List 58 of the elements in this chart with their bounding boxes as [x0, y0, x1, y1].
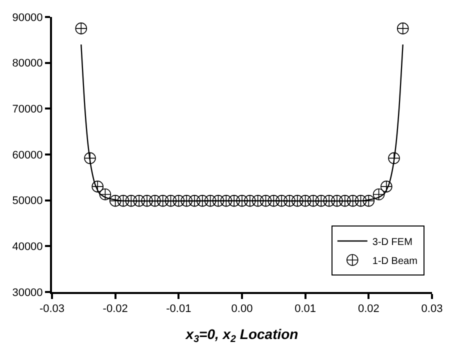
point	[133, 194, 145, 207]
y-tick-label: 40000	[12, 241, 43, 254]
point	[396, 22, 409, 34]
point	[372, 188, 385, 200]
y-tick-label: 70000	[12, 104, 43, 116]
point	[156, 194, 169, 207]
point	[284, 194, 296, 207]
y-tick-label: 80000	[12, 58, 43, 70]
x-tick-label: 0.02	[358, 303, 380, 316]
point	[196, 194, 208, 207]
point	[172, 194, 185, 207]
y-tick-label: 30000	[12, 286, 43, 299]
point	[362, 194, 375, 207]
point	[292, 194, 304, 207]
legend-label: 3-D FEM	[372, 236, 412, 248]
point	[380, 180, 392, 192]
point	[252, 194, 264, 207]
y-tick-label: 60000	[12, 149, 43, 162]
x-tick-label: 0.00	[231, 303, 253, 316]
point	[92, 180, 104, 192]
point	[244, 194, 256, 207]
x-tick-label: -0.01	[166, 303, 192, 316]
y-tick-label: 50000	[12, 195, 43, 208]
point	[276, 194, 288, 207]
point	[307, 194, 320, 207]
x-axis-title: x$_{3}$=0, x$_{2}$ Location	[184, 326, 298, 345]
point	[188, 194, 200, 207]
point	[388, 152, 400, 164]
point	[99, 188, 112, 200]
point	[204, 194, 216, 207]
point	[339, 194, 351, 207]
point	[323, 194, 335, 207]
point	[315, 194, 328, 207]
point	[354, 194, 367, 207]
x-tick-label: 0.03	[421, 303, 443, 316]
point	[260, 194, 272, 207]
point	[149, 194, 161, 207]
point	[117, 194, 130, 207]
point	[212, 194, 224, 207]
point	[109, 194, 122, 207]
point	[125, 194, 138, 207]
point	[228, 194, 240, 207]
legend-label: 1-D Beam	[372, 256, 418, 267]
point	[164, 194, 177, 207]
point	[75, 22, 88, 34]
point	[346, 194, 359, 207]
point	[268, 194, 280, 207]
point	[236, 194, 248, 207]
x-tick-label: -0.03	[39, 303, 65, 316]
x-tick-label: -0.02	[102, 303, 128, 316]
point	[141, 194, 153, 207]
point	[220, 194, 232, 207]
point	[299, 194, 312, 207]
point	[84, 152, 96, 164]
y-tick-label: 90000	[12, 12, 43, 24]
point	[180, 194, 192, 207]
x-tick-label: 0.01	[294, 303, 316, 316]
point	[331, 194, 343, 207]
